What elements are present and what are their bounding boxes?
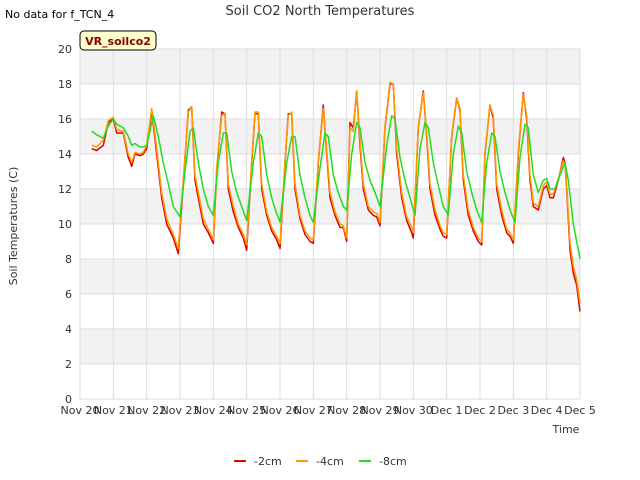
series-lines [91, 81, 581, 312]
x-tick-label: Nov 23 [161, 404, 200, 417]
y-tick-label: 18 [58, 78, 72, 91]
x-tick-label: Nov 21 [94, 404, 133, 417]
x-tick-label: Dec 4 [531, 404, 563, 417]
site-badge-label: VR_soilco2 [85, 35, 151, 48]
y-tick-label: 16 [58, 113, 72, 126]
site-badge: VR_soilco2 [79, 30, 157, 51]
no-data-note: No data for f_TCN_4 [5, 8, 114, 21]
x-tick-label: Dec 5 [564, 404, 596, 417]
x-tick-label: Nov 24 [194, 404, 233, 417]
x-tick-label: Nov 29 [361, 404, 400, 417]
plot-band [80, 329, 580, 364]
y-tick-label: 4 [65, 323, 72, 336]
y-tick-label: 20 [58, 43, 72, 56]
y-tick-label: 12 [58, 183, 72, 196]
x-tick-label: Nov 28 [327, 404, 366, 417]
x-tick-label: Nov 30 [394, 404, 433, 417]
series-line-2 [91, 114, 581, 260]
legend-label-0: -2cm [254, 455, 282, 468]
x-tick-label: Nov 25 [227, 404, 266, 417]
legend-label-1: -4cm [316, 455, 344, 468]
y-tick-label: 2 [65, 358, 72, 371]
y-axis-ticks: 0 2 4 6 8 10 12 14 16 18 20 [58, 43, 72, 406]
x-tick-label: Nov 22 [127, 404, 166, 417]
plot-band [80, 259, 580, 294]
x-tick-label: Dec 2 [464, 404, 496, 417]
plot-band [80, 49, 580, 84]
y-tick-label: 10 [58, 218, 72, 231]
y-tick-label: 8 [65, 253, 72, 266]
legend: -2cm -4cm -8cm [234, 455, 407, 468]
chart-title: Soil CO2 North Temperatures [226, 4, 415, 19]
x-tick-label: Dec 3 [497, 404, 529, 417]
legend-label-2: -8cm [379, 455, 407, 468]
site-badge-box [79, 30, 157, 51]
series-line-1 [91, 81, 581, 303]
x-tick-label: Dec 1 [431, 404, 463, 417]
y-tick-label: 14 [58, 148, 72, 161]
x-tick-label: Nov 26 [261, 404, 300, 417]
x-tick-label: Nov 27 [294, 404, 333, 417]
y-tick-label: 6 [65, 288, 72, 301]
y-tick-label: 0 [65, 393, 72, 406]
x-tick-label: Nov 20 [61, 404, 100, 417]
y-axis-label: Soil Temperatures (C) [7, 167, 20, 286]
x-axis-label: Time [552, 423, 580, 436]
